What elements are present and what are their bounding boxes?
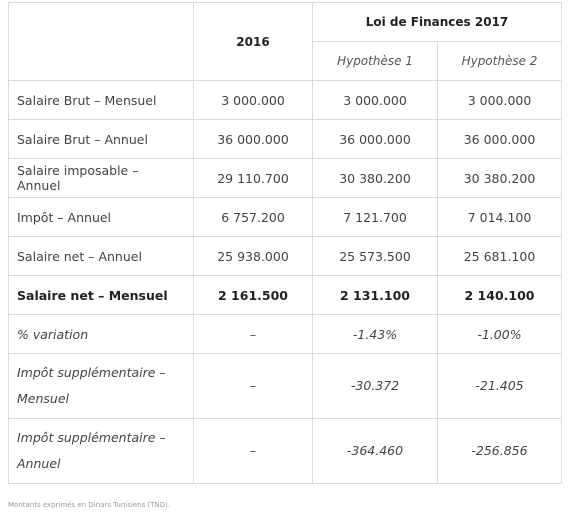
value-cell: -364.460: [312, 418, 438, 484]
corner-cell: [8, 2, 194, 81]
table-body: Salaire Brut – Mensuel 3 000.000 3 000.000…: [8, 80, 562, 484]
value-cell: -256.856: [437, 418, 562, 484]
label-cell: Impôt supplémentaire – Mensuel: [8, 353, 194, 419]
label-cell: Impôt – Annuel: [8, 197, 194, 237]
table-row: Impôt supplémentaire – Annuel – -364.460 -2…: [8, 418, 562, 484]
value-cell: –: [193, 314, 313, 354]
value-cell: 36 000.000: [437, 119, 562, 159]
value-cell: 2 131.100: [312, 275, 438, 315]
table-row: Impôt supplémentaire – Mensuel – -30.372 -2…: [8, 353, 562, 419]
label-cell: Salaire imposable – Annuel: [8, 158, 194, 198]
column-header: Hypothèse 1: [312, 41, 438, 81]
value-cell: –: [193, 418, 313, 484]
value-cell: 7 121.700: [312, 197, 438, 237]
table-row: Impôt – Annuel 6 757.200 7 121.700 7 014.10…: [8, 197, 562, 237]
value-cell: –: [193, 353, 313, 419]
value-cell: -1.43%: [312, 314, 438, 354]
footnote: Montants exprimés en Dinars Tunisiens (T…: [8, 501, 171, 509]
label-cell: Salaire net – Annuel: [8, 236, 194, 276]
table-row: Salaire net – Mensuel 2 161.500 2 131.100 2…: [8, 275, 562, 315]
value-cell: -1.00%: [437, 314, 562, 354]
value-cell: 7 014.100: [437, 197, 562, 237]
value-cell: 3 000.000: [312, 80, 438, 120]
value-cell: 29 110.700: [193, 158, 313, 198]
value-cell: -21.405: [437, 353, 562, 419]
column-header: Hypothèse 2: [437, 41, 562, 81]
table-row: Salaire imposable – Annuel 29 110.700 30 3…: [8, 158, 562, 198]
value-cell: 6 757.200: [193, 197, 313, 237]
value-cell: 25 681.100: [437, 236, 562, 276]
label-cell: Salaire net – Mensuel: [8, 275, 194, 315]
value-cell: 36 000.000: [312, 119, 438, 159]
value-cell: 25 938.000: [193, 236, 313, 276]
value-cell: 2 140.100: [437, 275, 562, 315]
table-row: Salaire Brut – Annuel 36 000.000 36 000.00…: [8, 119, 562, 159]
salary-table: 2016 Loi de Finances 2017 Hypothèse 1 Hy…: [8, 2, 562, 484]
value-cell: 30 380.200: [312, 158, 438, 198]
table-row: % variation – -1.43% -1.00%: [8, 314, 562, 354]
value-cell: 3 000.000: [193, 80, 313, 120]
value-cell: -30.372: [312, 353, 438, 419]
value-cell: 2 161.500: [193, 275, 313, 315]
value-cell: 36 000.000: [193, 119, 313, 159]
value-cell: 25 573.500: [312, 236, 438, 276]
value-cell: 30 380.200: [437, 158, 562, 198]
group-header: Loi de Finances 2017: [312, 2, 562, 42]
table-row: Salaire net – Annuel 25 938.000 25 573.500…: [8, 236, 562, 276]
table-row: Salaire Brut – Mensuel 3 000.000 3 000.000…: [8, 80, 562, 120]
value-cell: 3 000.000: [437, 80, 562, 120]
label-cell: Salaire Brut – Mensuel: [8, 80, 194, 120]
label-cell: Salaire Brut – Annuel: [8, 119, 194, 159]
column-header: 2016: [193, 2, 313, 81]
label-cell: Impôt supplémentaire – Annuel: [8, 418, 194, 484]
label-cell: % variation: [8, 314, 194, 354]
